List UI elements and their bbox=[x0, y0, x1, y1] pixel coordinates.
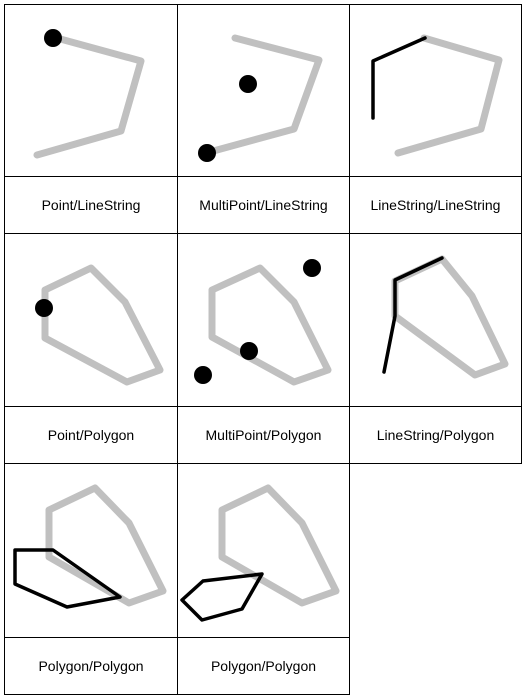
art-polygon-polygon-overlap bbox=[4, 463, 178, 638]
art-linestring-linestring bbox=[349, 4, 522, 177]
grey-linestring bbox=[394, 34, 503, 157]
black-point bbox=[194, 366, 212, 384]
multipoint-polygon-drawing bbox=[194, 259, 332, 386]
label-polygon-polygon-overlap: Polygon/Polygon bbox=[4, 637, 178, 695]
polygon-polygon-overlap-drawing bbox=[13, 484, 167, 609]
art-point-linestring bbox=[4, 4, 178, 177]
black-point bbox=[303, 259, 321, 277]
label-linestring-linestring: LineString/LineString bbox=[349, 176, 522, 234]
point-polygon-drawing bbox=[35, 264, 164, 386]
linestring-polygon-drawing bbox=[382, 255, 509, 379]
black-polygon bbox=[180, 572, 264, 622]
label-point-linestring: Point/LineString bbox=[4, 176, 178, 234]
black-point bbox=[239, 75, 257, 93]
art-point-polygon bbox=[4, 233, 178, 407]
label-multipoint-linestring: MultiPoint/LineString bbox=[177, 176, 350, 234]
linestring-linestring-drawing bbox=[371, 34, 503, 157]
black-linestring bbox=[371, 36, 427, 120]
grey-polygon bbox=[45, 484, 167, 607]
grey-polygon bbox=[218, 484, 340, 607]
grey-linestring bbox=[33, 33, 145, 159]
black-point bbox=[240, 342, 258, 360]
label-linestring-polygon: LineString/Polygon bbox=[349, 406, 522, 464]
art-multipoint-polygon bbox=[177, 233, 350, 407]
black-linestring bbox=[382, 256, 444, 374]
label-point-polygon: Point/Polygon bbox=[4, 406, 178, 464]
polygon-polygon-touch-drawing bbox=[180, 484, 340, 622]
art-multipoint-linestring bbox=[177, 4, 350, 177]
multipoint-linestring-drawing bbox=[198, 34, 323, 162]
grey-polygon bbox=[41, 264, 164, 386]
grey-polygon bbox=[391, 255, 509, 379]
black-polygon bbox=[13, 548, 122, 609]
grey-polygon bbox=[208, 264, 332, 386]
black-point bbox=[35, 299, 53, 317]
label-polygon-polygon-touch: Polygon/Polygon bbox=[177, 637, 350, 695]
label-multipoint-polygon: MultiPoint/Polygon bbox=[177, 406, 350, 464]
black-point bbox=[198, 144, 216, 162]
point-linestring-drawing bbox=[33, 29, 145, 159]
grey-linestring bbox=[202, 34, 323, 157]
art-linestring-polygon bbox=[349, 233, 522, 407]
art-polygon-polygon-touch bbox=[177, 463, 350, 638]
black-point bbox=[44, 29, 62, 47]
